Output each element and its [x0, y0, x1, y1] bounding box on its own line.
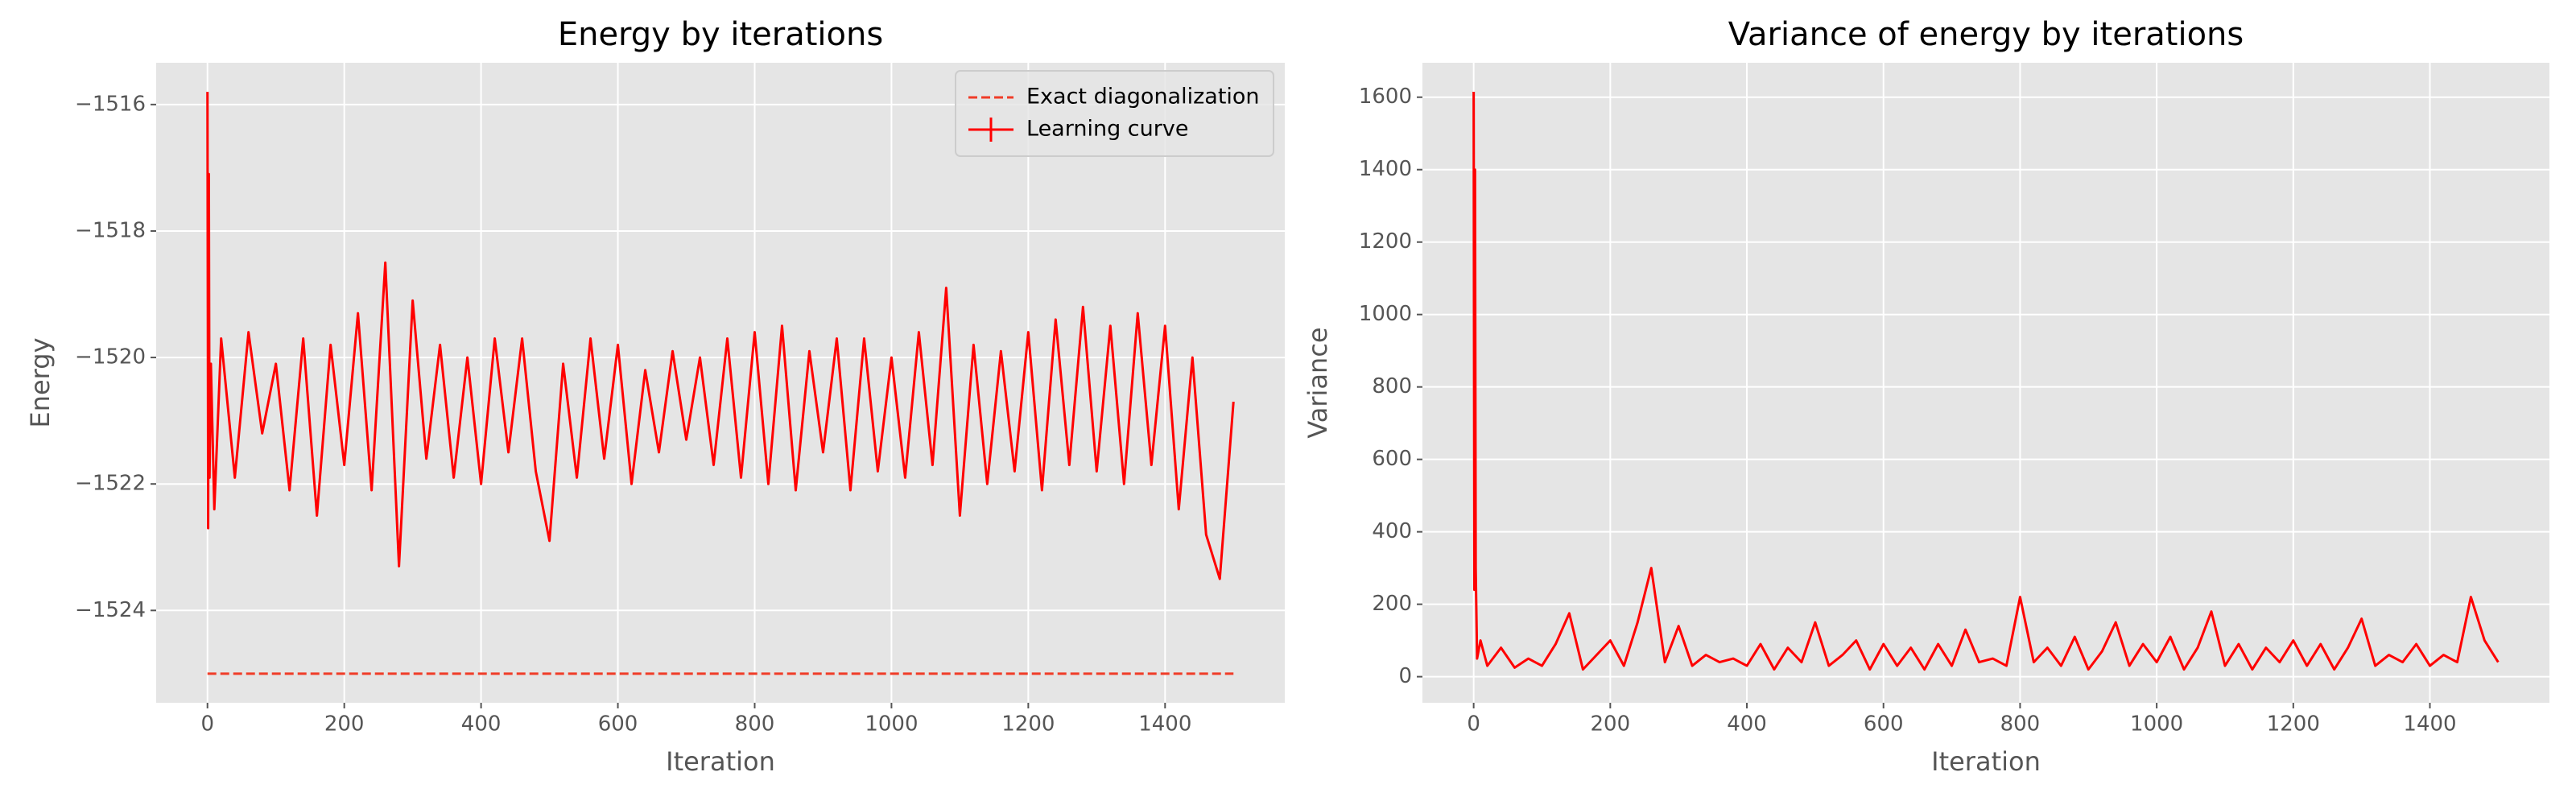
- chart-title: Energy by iterations: [558, 16, 883, 53]
- plot-area: [1422, 63, 2549, 703]
- x-axis-label: Iteration: [666, 746, 775, 777]
- x-tick-label: 600: [598, 712, 638, 737]
- y-tick-label: −1516: [75, 92, 146, 116]
- y-tick-label: −1520: [75, 345, 146, 369]
- chart-title: Variance of energy by iterations: [1728, 16, 2244, 53]
- y-tick-label: −1524: [75, 598, 146, 622]
- x-tick-label: 1000: [2130, 712, 2183, 737]
- x-tick-label: 1200: [2267, 712, 2320, 737]
- y-tick-label: 200: [1372, 592, 1412, 616]
- y-tick-label: −1518: [75, 218, 146, 242]
- chart: 0 200 400 600 800 1000 1200 1400 −1524 −1522 −1520…: [25, 16, 1285, 777]
- y-tick-label: 800: [1372, 374, 1412, 398]
- x-tick-label: 400: [461, 712, 502, 737]
- y-axis-label: Energy: [25, 337, 56, 427]
- x-tick-label: 200: [324, 712, 365, 737]
- x-axis-label: Iteration: [1931, 746, 2041, 777]
- y-tick-label: 1000: [1359, 302, 1412, 326]
- y-axis-label: Variance: [1302, 327, 1333, 438]
- x-tick-label: 0: [1467, 712, 1480, 737]
- chart: 0 200 400 600 800 1000 1200 1400 0 200 400 600 800 10…: [1302, 16, 2549, 777]
- y-tick-label: 400: [1372, 519, 1412, 543]
- x-tick-label: 200: [1591, 712, 1631, 737]
- x-tick-label: 1000: [865, 712, 918, 737]
- legend-label: Learning curve: [1026, 117, 1188, 142]
- x-tick-label: 0: [200, 712, 214, 737]
- y-tick-label: −1522: [75, 472, 146, 496]
- x-tick-label: 800: [735, 712, 775, 737]
- y-tick-label: 1600: [1359, 85, 1412, 109]
- legend-box: [955, 70, 1274, 157]
- x-tick-label: 400: [1727, 712, 1767, 737]
- y-tick-label: 1200: [1359, 229, 1412, 254]
- x-tick-label: 600: [1864, 712, 1904, 737]
- legend-label: Exact diagonalization: [1026, 85, 1260, 109]
- x-tick-label: 1200: [1001, 712, 1055, 737]
- y-tick-label: 0: [1398, 664, 1412, 688]
- data-line: [206, 92, 1235, 580]
- y-tick-label: 600: [1372, 447, 1412, 471]
- x-tick-label: 800: [2000, 712, 2041, 737]
- data-line: [1472, 91, 2500, 671]
- x-tick-label: 1400: [1138, 712, 1191, 737]
- y-tick-label: 1400: [1359, 157, 1412, 181]
- x-tick-label: 1400: [2403, 712, 2456, 737]
